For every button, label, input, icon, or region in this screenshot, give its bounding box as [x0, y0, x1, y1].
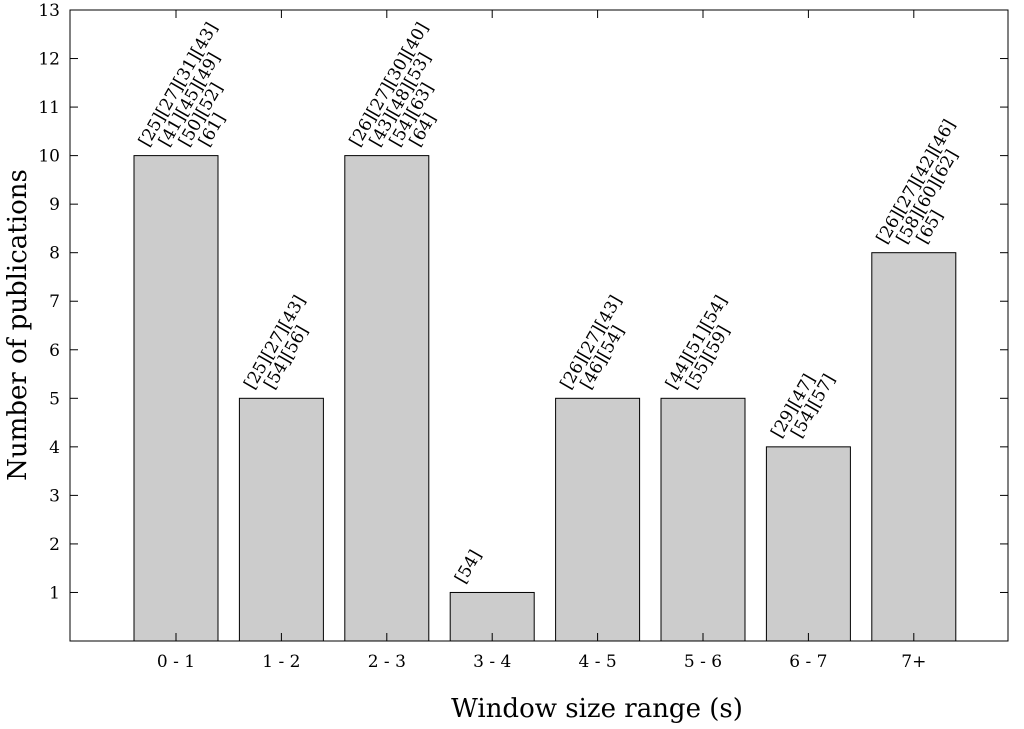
x-tick-label: 5 - 6: [684, 652, 722, 672]
bar: [660, 397, 746, 642]
x-tick-label: 0 - 1: [157, 652, 195, 672]
y-tick-label: 8: [49, 244, 60, 264]
y-tick-label: 12: [38, 50, 60, 70]
bar: [555, 397, 641, 642]
x-tick-label: 7+: [901, 652, 926, 672]
x-axis: 0 - 1 1 - 2 2 - 3 3 - 4 4 - 5 5 - 6 6 - 7 7+: [157, 10, 926, 672]
reference-label: [54]: [451, 547, 486, 587]
bar: [765, 446, 851, 642]
y-tick-label: 4: [49, 438, 60, 458]
bar: [238, 397, 324, 642]
y-tick-label: 10: [38, 147, 60, 167]
x-tick-label: 3 - 4: [473, 652, 511, 672]
y-tick-label: 6: [49, 341, 60, 361]
y-tick-label: 7: [49, 292, 60, 312]
y-tick-label: 13: [38, 1, 60, 21]
x-axis-label: Window size range (s): [451, 694, 743, 724]
bar: [871, 252, 957, 642]
y-tick-label: 1: [49, 583, 60, 603]
bars-group: [133, 155, 957, 642]
plot-frame: [69, 9, 1009, 642]
bar: [133, 155, 219, 642]
y-tick-label: 3: [49, 486, 60, 506]
x-tick-label: 4 - 5: [579, 652, 617, 672]
bar: [344, 155, 430, 642]
x-tick-label: 1 - 2: [262, 652, 300, 672]
y-tick-label: 11: [38, 98, 60, 118]
x-tick-label: 2 - 3: [368, 652, 406, 672]
y-axis-label: Number of publications: [3, 169, 33, 481]
y-tick-label: 2: [49, 535, 60, 555]
bar: [449, 591, 535, 642]
y-tick-label: 9: [49, 195, 60, 215]
y-tick-label: 5: [49, 389, 60, 409]
x-tick-label: 6 - 7: [789, 652, 827, 672]
